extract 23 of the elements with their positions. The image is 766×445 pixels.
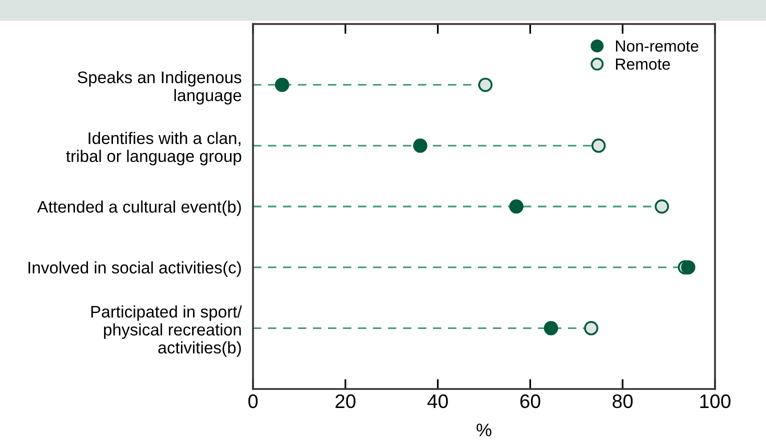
y-tick-label: Speaks an Indigenous language (78, 71, 242, 105)
x-tick-label: 20 (336, 394, 356, 408)
point (478, 78, 492, 92)
x-tick-label: 60 (520, 394, 540, 408)
point (591, 138, 606, 153)
y-tick-label: Participated in sport/ physical recreation activities(b) (91, 305, 242, 357)
x-tick-label: 0 (248, 394, 258, 408)
point (509, 199, 524, 214)
y-tick-label: Identifies with a clan, tribal or language group (66, 132, 242, 166)
point (584, 321, 598, 336)
y-tick-label: Involved in social activities(c) (28, 261, 241, 277)
x-tick-label: 100 (700, 394, 730, 408)
x-tick-label: 40 (427, 394, 448, 408)
point (413, 138, 428, 153)
x-axis-title: % (476, 424, 492, 436)
y-tick-label: Attended a cultural event(b) (37, 200, 241, 216)
point (681, 260, 696, 274)
x-tick-label: 80 (612, 394, 633, 408)
point (274, 78, 290, 92)
legend-label: Remote (616, 58, 670, 70)
point (544, 321, 558, 336)
legend-label: Non-remote (616, 40, 698, 52)
point (654, 199, 669, 214)
